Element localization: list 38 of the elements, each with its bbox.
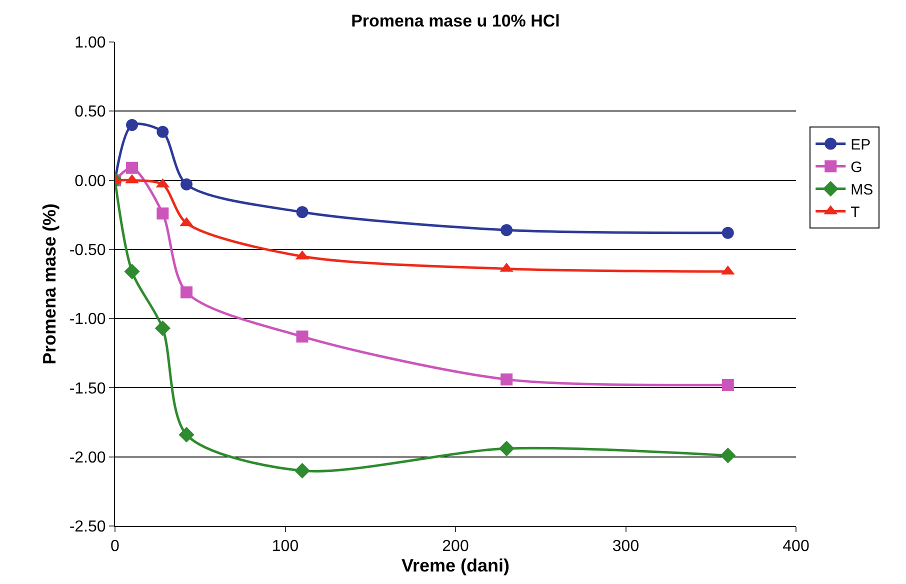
point	[720, 448, 736, 464]
x-tick-label: 100	[272, 538, 299, 556]
point	[180, 178, 193, 190]
point	[154, 320, 170, 336]
legend-label: G	[850, 159, 862, 176]
point	[126, 118, 138, 131]
point	[296, 206, 308, 218]
point	[722, 226, 734, 239]
y-tick-label: 1.00	[74, 34, 106, 52]
y-tick-label: -2.00	[69, 449, 106, 466]
point	[180, 286, 193, 298]
point	[296, 330, 308, 343]
x-tick-label: 200	[442, 538, 469, 556]
y-axis-title: Promena mase (%)	[40, 203, 60, 365]
y-tick-label: -1.50	[69, 380, 106, 398]
x-tick-label: 0	[110, 538, 120, 556]
y-tick-label: -1.00	[69, 311, 106, 328]
point	[294, 462, 310, 478]
y-tick-label: -0.50	[69, 242, 106, 260]
point	[498, 440, 514, 456]
chart-title: Promena mase u 10% HCl	[351, 12, 560, 30]
point	[124, 264, 140, 280]
legend-label: T	[850, 204, 860, 222]
y-tick-label: 0.00	[74, 172, 106, 190]
y-tick-label: 0.50	[74, 104, 106, 121]
x-tick-label: 400	[782, 538, 810, 556]
point	[156, 126, 169, 138]
legend-label: MS	[850, 182, 874, 199]
legend-label: EP	[850, 136, 871, 154]
y-tick-label: -2.50	[69, 518, 106, 536]
x-axis-title: Vreme (dani)	[401, 555, 510, 576]
x-tick-label: 300	[612, 538, 640, 556]
point	[156, 207, 169, 220]
point	[500, 373, 513, 386]
point	[500, 224, 513, 236]
point	[178, 426, 194, 443]
point	[126, 162, 138, 174]
point	[722, 378, 734, 391]
